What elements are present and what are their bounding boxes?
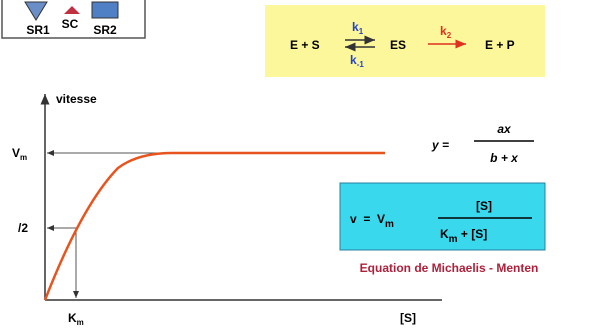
mm-numerator: [S] xyxy=(476,199,492,213)
sub: -1 xyxy=(357,60,365,69)
half-label: /2 xyxy=(18,221,28,235)
inset-diagram: SR1 SC SR2 xyxy=(2,0,145,38)
saturation-curve xyxy=(45,153,385,300)
sub: m xyxy=(77,318,84,327)
k: K xyxy=(68,311,77,325)
eq-numerator: ax xyxy=(497,122,512,136)
y-axis-label: vitesse xyxy=(56,92,97,106)
mm-caption: Equation de Michaelis - Menten xyxy=(360,261,539,275)
km-label: Km xyxy=(68,311,84,327)
k: K xyxy=(440,227,449,241)
reaction-box: E + S k1 k-1 ES k2 E + P xyxy=(265,5,545,77)
sub: m xyxy=(449,234,458,245)
general-equation: y = ax b + x xyxy=(431,122,534,165)
sr2-site xyxy=(92,2,118,18)
eq-lhs: y = xyxy=(431,138,449,152)
vm-label: Vm xyxy=(12,146,27,162)
v: v = V xyxy=(350,212,385,226)
reaction-text: ES xyxy=(390,38,406,52)
sub: 1 xyxy=(359,27,364,36)
v: V xyxy=(12,146,20,160)
sub: m xyxy=(20,153,27,162)
sc-site xyxy=(64,6,80,14)
inset-label: SR2 xyxy=(93,23,117,37)
sr1-site xyxy=(25,2,47,20)
sub: 2 xyxy=(447,31,452,40)
slide: SR1 SC SR2 E + S k1 k-1 ES k2 E + P vite… xyxy=(0,0,593,332)
rest: + [S] xyxy=(458,227,488,241)
sub: m xyxy=(385,219,394,230)
mm-equation: v = Vm [S] Km + [S] Equation de Michaeli… xyxy=(340,183,545,275)
inset-label: SC xyxy=(62,17,79,31)
reaction-text: E + S xyxy=(290,38,320,52)
x-axis-label: [S] xyxy=(400,311,416,325)
reaction-text: E + P xyxy=(485,38,515,52)
inset-label: SR1 xyxy=(26,23,50,37)
eq-denominator: b + x xyxy=(490,151,519,165)
